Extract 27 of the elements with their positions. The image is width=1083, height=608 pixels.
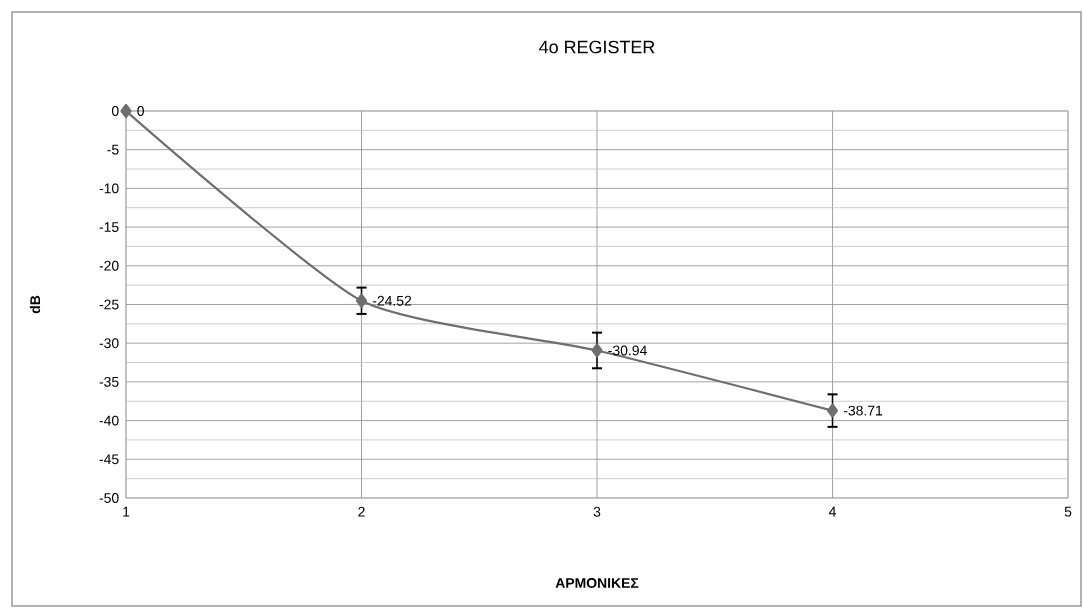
- y-tick-label: -50: [99, 493, 119, 503]
- point: [355, 293, 368, 308]
- y-tick-label: 0: [111, 106, 119, 116]
- data-label: -24.52: [372, 295, 412, 306]
- x-axis-title: ΑΡΜΟΝΙΚΕΣ: [555, 578, 639, 588]
- x-tick-label: 2: [358, 506, 365, 517]
- data-label: -30.94: [608, 345, 647, 356]
- y-axis-title: dB: [29, 295, 41, 314]
- y-tick-label: -25: [99, 299, 119, 310]
- y-tick-label: -30: [99, 338, 119, 349]
- data-label: -38.71: [843, 405, 883, 416]
- y-tick-label: -45: [99, 454, 119, 465]
- y-tick-label: -40: [99, 415, 119, 426]
- x-tick-label: 4: [828, 506, 836, 517]
- x-tick-label: 3: [593, 506, 601, 517]
- data-label: 0: [137, 106, 144, 116]
- y-tick-label: -15: [99, 222, 119, 232]
- y-tick-label: -5: [107, 144, 119, 155]
- x-tick-label: 1: [123, 506, 130, 517]
- point: [120, 103, 132, 119]
- y-tick-label: -10: [99, 183, 119, 194]
- chart-title: 4o REGISTER: [539, 40, 655, 54]
- y-tick-label: -35: [99, 376, 119, 387]
- point: [591, 343, 603, 358]
- point: [826, 403, 839, 418]
- y-tick-label: -20: [99, 260, 119, 271]
- x-tick-label: 5: [1064, 506, 1072, 517]
